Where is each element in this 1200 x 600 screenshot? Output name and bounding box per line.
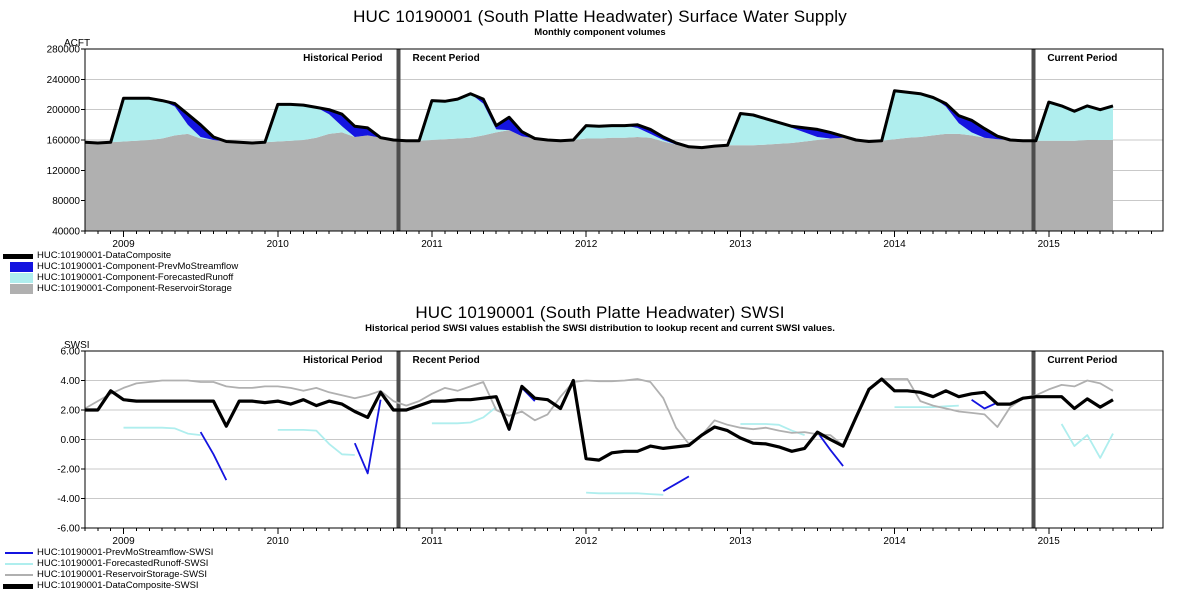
svg-text:2012: 2012 <box>575 536 598 547</box>
legend-item-reservoir-storage-swsi: HUC:10190001-ReservoirStorage-SWSI <box>3 570 213 581</box>
legend-item-prev-mo-streamflow: HUC:10190001-Component-PrevMoStreamflow <box>3 262 238 273</box>
bottom-chart-legend: HUC:10190001-PrevMoStreamflow-SWSI HUC:1… <box>3 548 213 592</box>
legend-swatch-forecasted-runoff <box>10 273 33 284</box>
svg-text:-2.00: -2.00 <box>57 465 80 476</box>
legend-label-prev-mo-streamflow: HUC:10190001-Component-PrevMoStreamflow <box>37 261 239 273</box>
svg-text:2011: 2011 <box>421 239 443 250</box>
legend-swatch-reservoir-storage-swsi <box>5 574 33 577</box>
top-chart-subtitle: Monthly component volumes <box>534 27 666 38</box>
svg-text:2009: 2009 <box>112 239 135 250</box>
svg-text:2009: 2009 <box>112 536 135 547</box>
legend-swatch-prev-mo-streamflow-swsi <box>5 552 33 555</box>
svg-text:80000: 80000 <box>52 196 80 207</box>
legend-swatch-data-composite <box>3 253 33 259</box>
svg-text:2014: 2014 <box>883 239 906 250</box>
svg-text:6.00: 6.00 <box>61 347 81 358</box>
svg-text:2011: 2011 <box>421 536 443 547</box>
bottom-chart-subtitle: Historical period SWSI values establish … <box>365 323 835 334</box>
svg-text:2015: 2015 <box>1038 536 1061 547</box>
svg-text:2010: 2010 <box>267 536 290 547</box>
svg-text:0.00: 0.00 <box>61 435 81 446</box>
legend-label-prev-mo-streamflow-swsi: HUC:10190001-PrevMoStreamflow-SWSI <box>37 547 214 559</box>
svg-text:Current Period: Current Period <box>1047 53 1117 64</box>
legend-label-data-composite: HUC:10190001-DataComposite <box>37 250 172 262</box>
svg-text:40000: 40000 <box>52 227 80 238</box>
svg-text:SWSI: SWSI <box>64 340 90 351</box>
legend-item-reservoir-storage: HUC:10190001-Component-ReservoirStorage <box>3 284 238 295</box>
svg-text:-6.00: -6.00 <box>57 524 80 535</box>
svg-text:Recent Period: Recent Period <box>413 53 480 64</box>
svg-text:2010: 2010 <box>267 239 290 250</box>
legend-swatch-prev-mo-streamflow <box>10 262 33 273</box>
bottom-chart-title: HUC 10190001 (South Platte Headwater) SW… <box>415 303 785 322</box>
svg-text:240000: 240000 <box>47 75 81 86</box>
legend-label-data-composite-swsi: HUC:10190001-DataComposite-SWSI <box>37 580 199 592</box>
svg-text:Historical Period: Historical Period <box>303 355 382 366</box>
legend-swatch-reservoir-storage <box>10 284 33 295</box>
svg-text:4.00: 4.00 <box>61 376 81 387</box>
svg-text:2015: 2015 <box>1038 239 1061 250</box>
svg-text:2014: 2014 <box>883 536 906 547</box>
svg-text:200000: 200000 <box>47 105 81 116</box>
svg-text:ACFT: ACFT <box>64 38 90 49</box>
svg-text:-4.00: -4.00 <box>57 494 80 505</box>
legend-item-data-composite-swsi: HUC:10190001-DataComposite-SWSI <box>3 581 213 592</box>
legend-item-forecasted-runoff-swsi: HUC:10190001-ForecastedRunoff-SWSI <box>3 559 213 570</box>
legend-label-reservoir-storage: HUC:10190001-Component-ReservoirStorage <box>37 283 232 295</box>
svg-text:2.00: 2.00 <box>61 406 81 417</box>
legend-label-reservoir-storage-swsi: HUC:10190001-ReservoirStorage-SWSI <box>37 569 208 581</box>
legend-label-forecasted-runoff: HUC:10190001-Component-ForecastedRunoff <box>37 272 234 284</box>
svg-text:280000: 280000 <box>47 45 81 56</box>
legend-swatch-data-composite-swsi <box>3 583 33 589</box>
svg-text:Current Period: Current Period <box>1047 355 1117 366</box>
legend-item-prev-mo-streamflow-swsi: HUC:10190001-PrevMoStreamflow-SWSI <box>3 548 213 559</box>
svg-text:2013: 2013 <box>729 536 752 547</box>
svg-text:2013: 2013 <box>729 239 752 250</box>
legend-item-data-composite: HUC:10190001-DataComposite <box>3 251 238 262</box>
svg-text:120000: 120000 <box>47 166 81 177</box>
svg-text:2012: 2012 <box>575 239 598 250</box>
legend-swatch-forecasted-runoff-swsi <box>5 563 33 566</box>
top-chart-title: HUC 10190001 (South Platte Headwater) Su… <box>353 7 847 26</box>
legend-label-forecasted-runoff-swsi: HUC:10190001-ForecastedRunoff-SWSI <box>37 558 209 570</box>
svg-text:160000: 160000 <box>47 136 81 147</box>
svg-text:Historical Period: Historical Period <box>303 53 382 64</box>
legend-item-forecasted-runoff: HUC:10190001-Component-ForecastedRunoff <box>3 273 238 284</box>
svg-text:Recent Period: Recent Period <box>413 355 480 366</box>
top-chart-legend: HUC:10190001-DataComposite HUC:10190001-… <box>3 251 238 295</box>
